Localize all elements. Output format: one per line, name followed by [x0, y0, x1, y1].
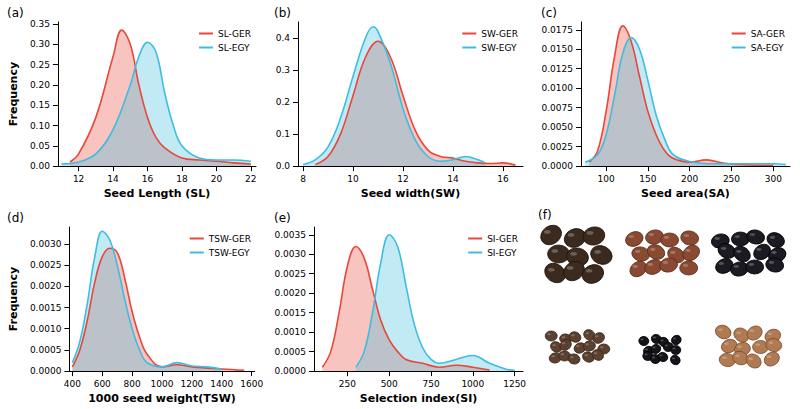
- svg-text:SA-EGY: SA-EGY: [751, 43, 784, 53]
- svg-text:(b): (b): [274, 6, 291, 20]
- svg-text:0.1: 0.1: [276, 129, 290, 139]
- svg-text:250: 250: [723, 174, 740, 184]
- svg-text:0.35: 0.35: [30, 19, 50, 29]
- svg-text:0.0150: 0.0150: [542, 44, 574, 54]
- svg-text:0.0050: 0.0050: [542, 122, 574, 132]
- svg-text:SL-GER: SL-GER: [218, 29, 251, 39]
- svg-text:Seed width(SW): Seed width(SW): [361, 187, 461, 200]
- svg-text:14: 14: [447, 174, 459, 184]
- svg-text:22: 22: [245, 174, 256, 184]
- svg-text:0.0010: 0.0010: [275, 327, 307, 337]
- svg-text:0.0025: 0.0025: [275, 269, 307, 279]
- svg-text:Frequency: Frequency: [7, 267, 20, 331]
- svg-text:600: 600: [94, 379, 111, 389]
- svg-text:16: 16: [497, 174, 509, 184]
- svg-text:0.0030: 0.0030: [30, 239, 62, 249]
- svg-text:0.0: 0.0: [276, 161, 291, 171]
- svg-text:0.0005: 0.0005: [30, 345, 62, 355]
- svg-text:SW-GER: SW-GER: [481, 29, 518, 39]
- svg-text:0.00: 0.00: [30, 161, 50, 171]
- svg-text:(f): (f): [538, 208, 552, 222]
- svg-text:0.4: 0.4: [276, 33, 291, 43]
- svg-text:0.0125: 0.0125: [542, 64, 574, 74]
- svg-text:14: 14: [107, 174, 119, 184]
- svg-text:1200: 1200: [180, 379, 203, 389]
- svg-text:(c): (c): [541, 6, 557, 20]
- svg-text:0.20: 0.20: [30, 80, 50, 90]
- svg-text:0.15: 0.15: [30, 100, 50, 110]
- svg-text:0.0015: 0.0015: [275, 308, 307, 318]
- svg-text:(a): (a): [7, 6, 24, 20]
- svg-text:750: 750: [422, 379, 439, 389]
- svg-text:0.0020: 0.0020: [30, 281, 62, 291]
- svg-text:0.0000: 0.0000: [30, 366, 62, 376]
- svg-text:0.0175: 0.0175: [542, 25, 574, 35]
- svg-text:0.10: 0.10: [30, 121, 50, 131]
- svg-text:Seed area(SA): Seed area(SA): [641, 187, 730, 200]
- svg-text:0.0000: 0.0000: [542, 161, 574, 171]
- svg-text:0.2: 0.2: [276, 97, 290, 107]
- svg-text:0.0020: 0.0020: [275, 288, 307, 298]
- svg-text:0.0025: 0.0025: [30, 260, 62, 270]
- svg-text:10: 10: [347, 174, 359, 184]
- svg-text:SW-EGY: SW-EGY: [481, 43, 517, 53]
- svg-text:0.3: 0.3: [276, 65, 290, 75]
- svg-text:16: 16: [142, 174, 154, 184]
- svg-text:0.0000: 0.0000: [275, 366, 307, 376]
- svg-text:SI-EGY: SI-EGY: [487, 248, 517, 258]
- svg-text:500: 500: [381, 379, 398, 389]
- svg-text:TSW-GER: TSW-GER: [208, 234, 251, 244]
- svg-text:0.0035: 0.0035: [275, 230, 307, 240]
- svg-text:100: 100: [597, 174, 614, 184]
- svg-text:300: 300: [765, 174, 782, 184]
- svg-text:SA-GER: SA-GER: [751, 29, 785, 39]
- svg-text:0.25: 0.25: [30, 60, 50, 70]
- svg-text:12: 12: [73, 174, 84, 184]
- svg-text:(d): (d): [7, 211, 24, 225]
- svg-text:Frequency: Frequency: [7, 62, 20, 126]
- svg-text:20: 20: [211, 174, 223, 184]
- svg-text:(e): (e): [274, 211, 291, 225]
- svg-text:1000: 1000: [461, 379, 484, 389]
- svg-text:0.0025: 0.0025: [542, 142, 574, 152]
- svg-text:SI-GER: SI-GER: [487, 234, 518, 244]
- svg-text:TSW-EGY: TSW-EGY: [208, 248, 250, 258]
- svg-text:0.05: 0.05: [30, 141, 50, 151]
- svg-text:400: 400: [64, 379, 81, 389]
- svg-text:18: 18: [176, 174, 188, 184]
- svg-text:0.0075: 0.0075: [542, 103, 574, 113]
- svg-text:250: 250: [339, 379, 356, 389]
- svg-text:150: 150: [639, 174, 656, 184]
- svg-text:1000: 1000: [151, 379, 174, 389]
- svg-text:200: 200: [681, 174, 698, 184]
- svg-text:0.0005: 0.0005: [275, 347, 307, 357]
- svg-text:0.0100: 0.0100: [542, 83, 574, 93]
- svg-text:Selection index(SI): Selection index(SI): [360, 392, 477, 405]
- svg-text:1250: 1250: [503, 379, 526, 389]
- svg-text:12: 12: [397, 174, 408, 184]
- svg-text:800: 800: [124, 379, 141, 389]
- svg-text:1400: 1400: [210, 379, 233, 389]
- svg-text:0.0015: 0.0015: [30, 303, 62, 313]
- svg-text:SL-EGY: SL-EGY: [218, 43, 250, 53]
- svg-text:0.30: 0.30: [30, 39, 50, 49]
- svg-text:1600: 1600: [240, 379, 263, 389]
- svg-text:1000 seed weight(TSW): 1000 seed weight(TSW): [88, 392, 236, 405]
- svg-text:0.0030: 0.0030: [275, 249, 307, 259]
- svg-text:0.0010: 0.0010: [30, 324, 62, 334]
- svg-text:Seed Length (SL): Seed Length (SL): [104, 187, 211, 200]
- svg-text:8: 8: [300, 174, 306, 184]
